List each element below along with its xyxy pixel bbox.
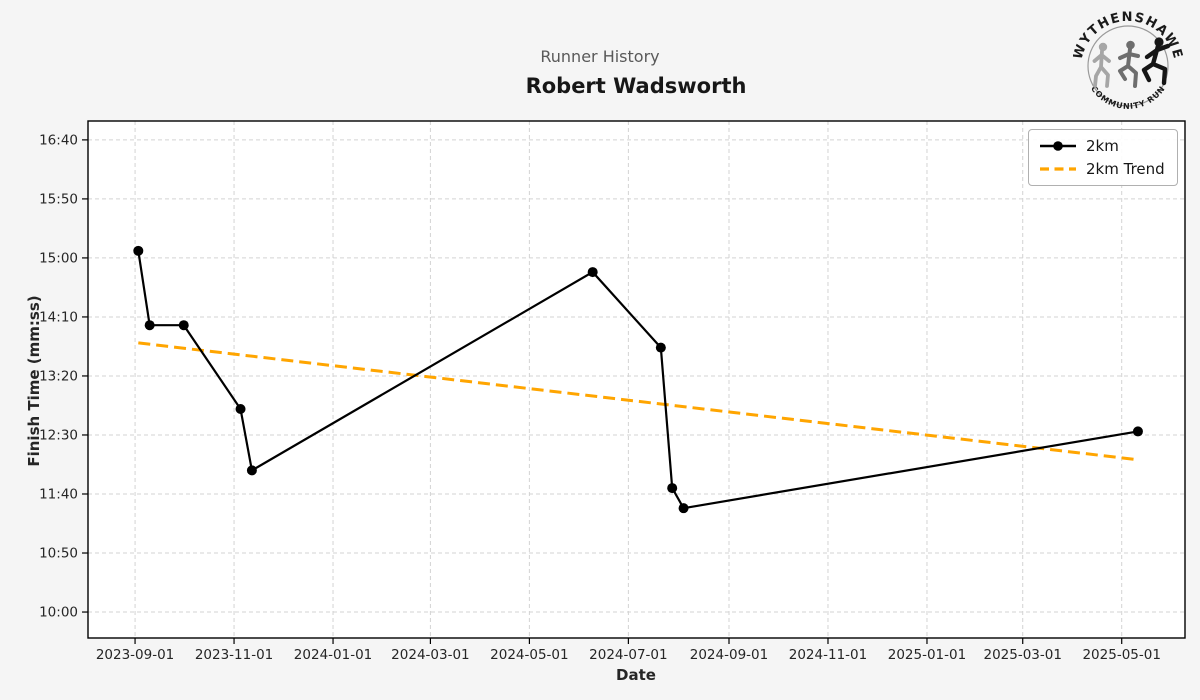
x-tick-label: 2025-03-01: [983, 647, 1061, 663]
data-point: [1132, 426, 1143, 437]
x-tick-label: 2024-01-01: [294, 647, 372, 663]
series-line: [137, 250, 1139, 510]
x-tick-label: 2024-09-01: [690, 647, 768, 663]
data-point: [655, 342, 666, 353]
y-tick-label: 13:20: [39, 368, 78, 384]
jogger-icon: [1118, 40, 1140, 88]
data-point: [235, 404, 246, 415]
legend-label-2km-trend: 2km Trend: [1086, 160, 1165, 178]
x-tick-label: 2025-01-01: [888, 647, 966, 663]
data-point: [133, 245, 144, 256]
legend-item-2km: 2km: [1039, 137, 1167, 155]
data-point: [667, 483, 678, 494]
data-point: [178, 320, 189, 331]
logo-ring: [1087, 25, 1169, 107]
walker-icon: [1092, 42, 1111, 88]
logo-arc-bottom-text: COMMUNITY RUN: [1089, 84, 1167, 111]
y-axis-label: Finish Time (mm:ss): [25, 295, 43, 467]
data-point: [587, 267, 598, 278]
legend-line-marker-icon: [1040, 141, 1076, 151]
legend: 2km 2km Trend: [1028, 129, 1178, 186]
wythenshawe-community-run-logo: WYTHENSHAWE COMMUNITY RUN: [1073, 10, 1183, 111]
trend-line: [138, 341, 1139, 462]
x-tick-label: 2024-11-01: [789, 647, 867, 663]
chart-title: Runner History: [540, 47, 660, 66]
y-tick-label: 10:00: [39, 605, 78, 621]
y-tick-label: 15:50: [39, 191, 78, 207]
x-tick-label: 2023-09-01: [96, 647, 174, 663]
x-tick-label: 2025-05-01: [1082, 647, 1160, 663]
x-tick-label: 2024-05-01: [490, 647, 568, 663]
y-tick-label: 16:40: [39, 132, 78, 148]
data-point: [246, 465, 257, 476]
legend-dashed-line-icon: [1040, 167, 1076, 171]
x-tick-label: 2024-07-01: [589, 647, 667, 663]
legend-item-2km-trend: 2km Trend: [1039, 160, 1167, 178]
runner-name: Robert Wadsworth: [525, 74, 747, 98]
y-tick-label: 15:00: [39, 250, 78, 266]
axes-border: [87, 120, 1186, 639]
x-tick-label: 2023-11-01: [195, 647, 273, 663]
x-tick-label: 2024-03-01: [391, 647, 469, 663]
runner-silhouettes-icon: [1092, 37, 1171, 88]
sprinter-icon: [1141, 37, 1171, 86]
legend-label-2km: 2km: [1086, 137, 1119, 155]
x-axis-label: Date: [616, 666, 656, 684]
y-tick-label: 10:50: [39, 546, 78, 562]
y-tick-label: 11:40: [39, 486, 78, 502]
data-point: [678, 503, 689, 514]
data-point: [144, 320, 155, 331]
plot-area: [88, 121, 1185, 638]
y-tick-label: 12:30: [39, 427, 78, 443]
y-tick-label: 14:10: [39, 309, 78, 325]
